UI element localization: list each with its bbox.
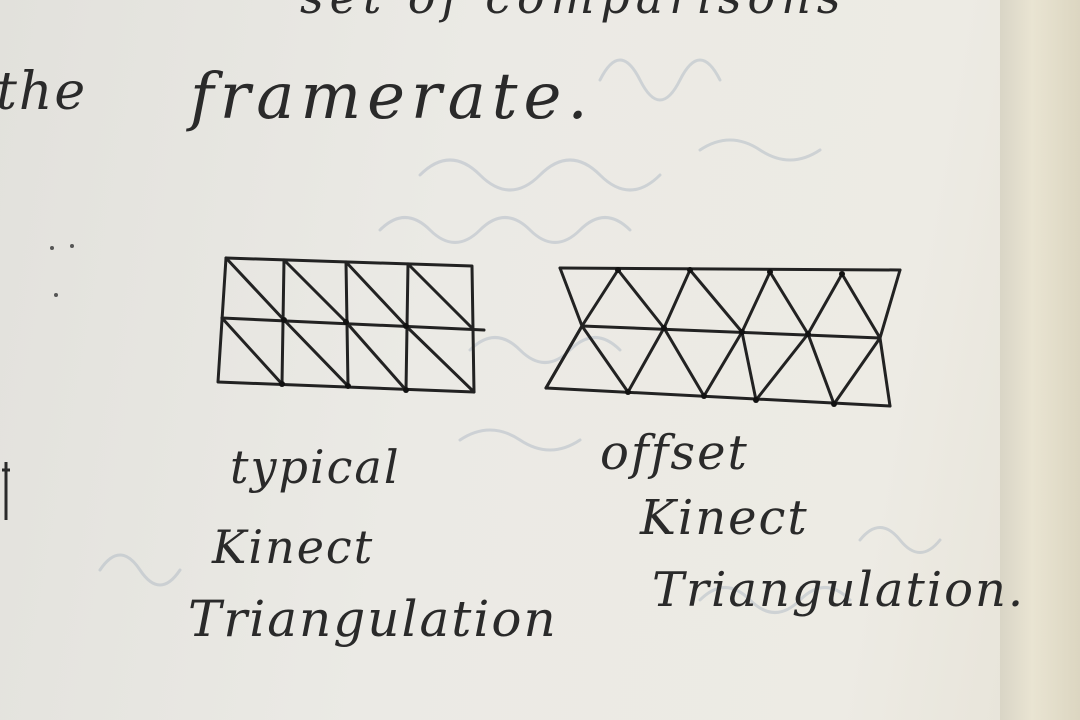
- page-edge: [1000, 0, 1080, 720]
- right-label-line-2: Kinect: [640, 490, 809, 546]
- left-label-line-2: Kinect: [212, 520, 375, 574]
- right-label-line-3: Triangulation.: [652, 562, 1026, 618]
- left-label-line-3: Triangulation: [188, 590, 558, 648]
- left-label-line-1: typical: [230, 440, 401, 494]
- top-line-text: set of comparisons: [300, 0, 846, 24]
- word-the: the: [0, 62, 88, 122]
- right-label-line-1: offset: [600, 425, 749, 481]
- word-framerate: framerate.: [190, 60, 594, 134]
